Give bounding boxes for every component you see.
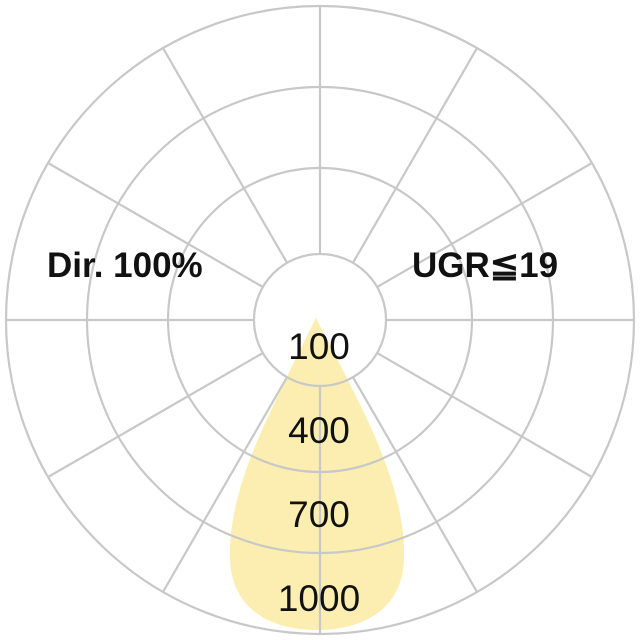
grid-spoke-210 <box>47 162 264 288</box>
ring-label-400: 400 <box>288 410 350 451</box>
grid-spoke-120 <box>162 376 288 593</box>
grid-spoke-150 <box>47 352 264 478</box>
light-distribution-beam <box>229 318 405 630</box>
grid-spoke-240 <box>162 47 288 264</box>
ring-label-100: 100 <box>288 326 350 367</box>
ring-label-1000: 1000 <box>277 578 361 619</box>
grid-spoke-60 <box>352 376 478 593</box>
ugr-label: UGR≦19 <box>412 246 559 285</box>
grid-spoke-330 <box>376 162 593 288</box>
grid-spoke-30 <box>376 352 593 478</box>
direct-ratio-label: Dir. 100% <box>47 246 203 285</box>
ring-label-700: 700 <box>288 494 350 535</box>
grid-spoke-300 <box>352 47 478 264</box>
